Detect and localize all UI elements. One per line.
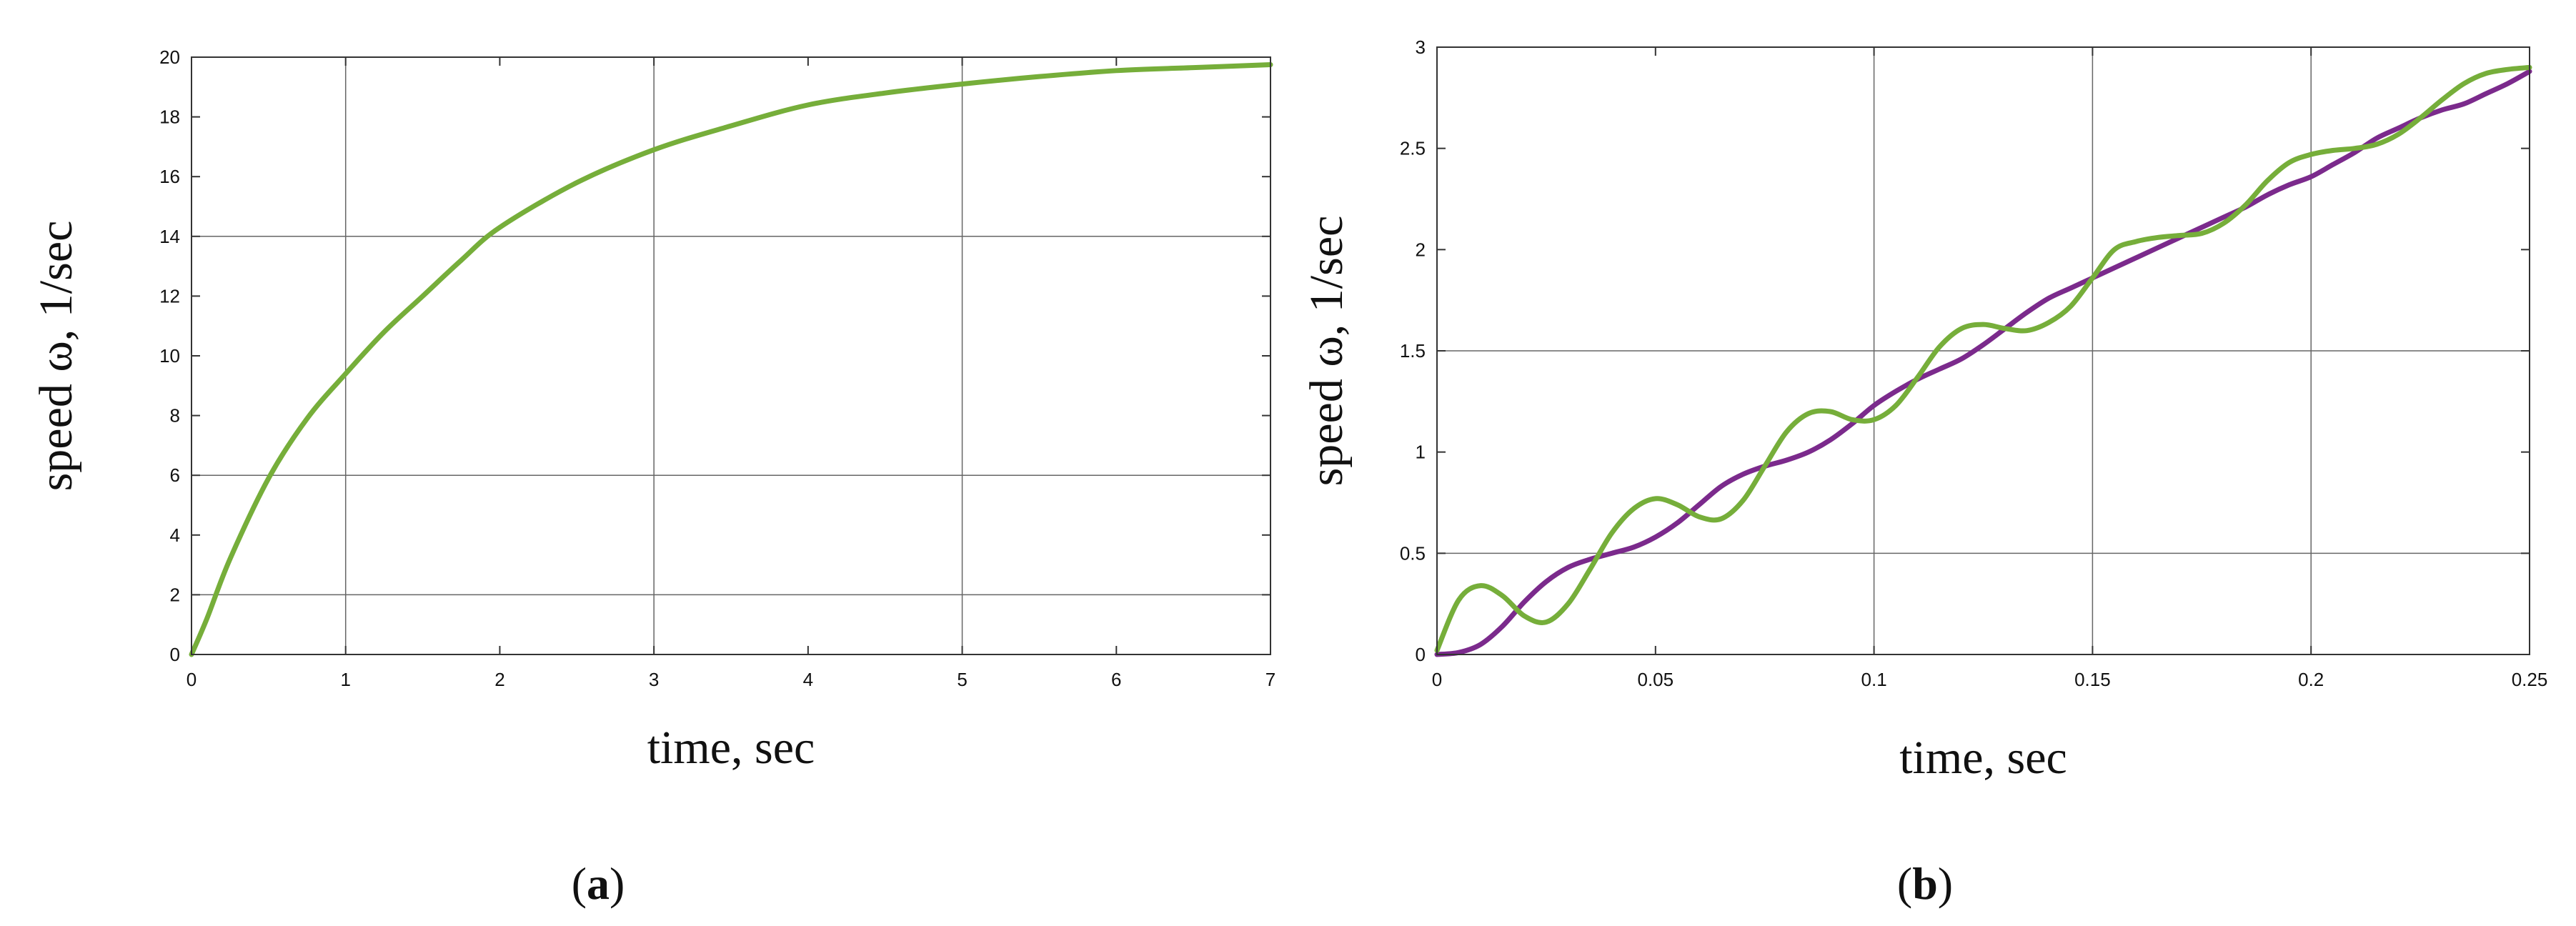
panel-a-label: (a) bbox=[572, 858, 625, 909]
chart-b-series-line-1 bbox=[1434, 64, 2532, 653]
chart-b-x-tick-label: 0.2 bbox=[2298, 669, 2324, 690]
panel-b-letter: b bbox=[1912, 858, 1938, 909]
chart-b-x-axis-label: time, sec bbox=[1899, 732, 2067, 784]
panel-b-close: ) bbox=[1938, 858, 1953, 909]
chart-b-x-tick-label: 0.15 bbox=[2074, 669, 2111, 690]
chart-b-x-tick-label: 0.1 bbox=[1861, 669, 1887, 690]
panel-a-letter: a bbox=[587, 858, 610, 909]
chart-b-y-tick-label: 2 bbox=[1416, 239, 1426, 260]
chart-a-y-tick-label: 16 bbox=[159, 166, 180, 187]
chart-a-y-tick-label: 12 bbox=[159, 285, 180, 307]
chart-a-series-line-0 bbox=[189, 61, 1273, 657]
chart-a-x-tick-label: 7 bbox=[1265, 669, 1275, 690]
chart-b-x-tick-label: 0.25 bbox=[2512, 669, 2548, 690]
chart-a-y-tick-label: 10 bbox=[159, 345, 180, 367]
chart-b-y-axis-label: speed ω, 1/sec bbox=[1301, 216, 1353, 487]
chart-b-x-tick-label: 0.05 bbox=[1637, 669, 1674, 690]
chart-a-y-tick-label: 6 bbox=[170, 464, 180, 486]
panel-a-close: ) bbox=[610, 858, 625, 909]
panel-a-open: ( bbox=[572, 858, 587, 909]
chart-a-x-tick-label: 4 bbox=[803, 669, 813, 690]
chart-b-plot-frame bbox=[1436, 46, 2530, 655]
chart-a-grid bbox=[192, 57, 1270, 654]
chart-a-y-tick-label: 4 bbox=[170, 524, 180, 546]
chart-b-series-line-0 bbox=[1434, 69, 2532, 657]
chart-b-y-tick-label: 1 bbox=[1416, 442, 1426, 463]
chart-a-x-tick-label: 1 bbox=[340, 669, 350, 690]
chart-a-x-tick-label: 5 bbox=[957, 669, 967, 690]
chart-a-x-tick-label: 2 bbox=[494, 669, 504, 690]
chart-b-series bbox=[1434, 64, 2532, 657]
panel-b-label: (b) bbox=[1897, 858, 1953, 909]
chart-a-y-axis-label: speed ω, 1/sec bbox=[30, 221, 82, 492]
chart-a-x-tick-label: 3 bbox=[649, 669, 659, 690]
chart-a-y-tick-label: 14 bbox=[159, 226, 180, 247]
chart-b: 0 0.05 0.1 0.15 0.2 0.25 0 0.5 1 1.5 2 2.5 3 time, s… bbox=[1301, 36, 2547, 909]
chart-a-x-axis-label: time, sec bbox=[647, 722, 815, 774]
chart-b-x-tick-label: 0 bbox=[1432, 669, 1442, 690]
chart-b-y-tick-label: 2.5 bbox=[1400, 138, 1426, 159]
panel-b-open: ( bbox=[1897, 858, 1912, 909]
chart-b-ticks: 0 0.05 0.1 0.15 0.2 0.25 0 0.5 1 1.5 2 2.5 3 bbox=[1400, 36, 2547, 690]
chart-a-x-tick-label: 6 bbox=[1111, 669, 1121, 690]
chart-b-y-tick-label: 0 bbox=[1416, 644, 1426, 665]
chart-a-y-tick-label: 18 bbox=[159, 106, 180, 128]
chart-a-y-tick-label: 2 bbox=[170, 584, 180, 605]
chart-a-series bbox=[189, 61, 1273, 657]
chart-b-y-tick-label: 1.5 bbox=[1400, 340, 1426, 362]
chart-b-y-tick-label: 0.5 bbox=[1400, 542, 1426, 564]
chart-b-y-tick-label: 3 bbox=[1416, 36, 1426, 58]
chart-a-y-tick-label: 20 bbox=[159, 46, 180, 68]
chart-a-y-tick-label: 0 bbox=[170, 644, 180, 665]
chart-a-x-tick-label: 0 bbox=[187, 669, 197, 690]
chart-a-y-tick-label: 8 bbox=[170, 405, 180, 427]
chart-a-plot-frame bbox=[191, 56, 1271, 655]
